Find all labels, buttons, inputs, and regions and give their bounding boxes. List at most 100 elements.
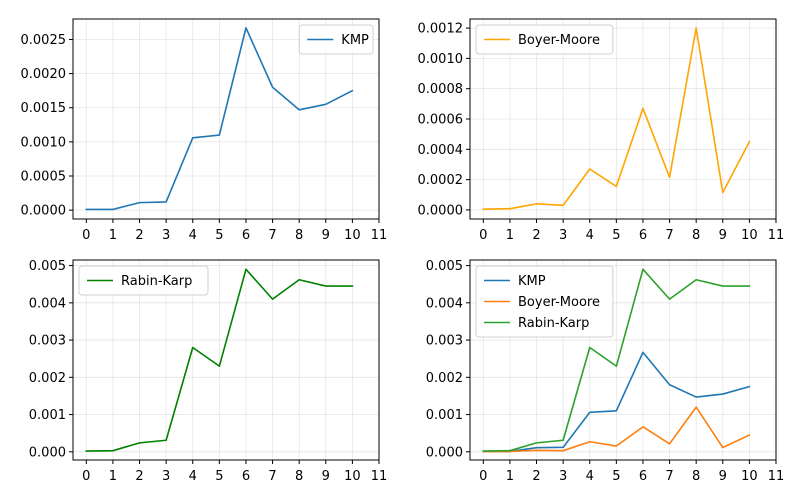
x-tick-label: 5 bbox=[215, 469, 223, 484]
rabin-karp-chart: 0 1 2 3 4 5 6 7 8 9 10 11 0.000 0.001 0.002 0.003 0.004 0… bbox=[29, 259, 387, 484]
x-tick-label: 3 bbox=[162, 469, 170, 484]
x-tick-label: 2 bbox=[532, 469, 540, 484]
x-tick-label: 9 bbox=[719, 228, 727, 243]
x-tick-label: 10 bbox=[344, 469, 361, 484]
x-tick-label: 6 bbox=[639, 469, 647, 484]
y-tick-label: 0.004 bbox=[426, 296, 463, 311]
x-tick-label: 1 bbox=[109, 469, 117, 484]
x-tick-label: 9 bbox=[719, 469, 727, 484]
series-line-boyer-moore bbox=[482, 27, 751, 210]
x-tick-label: 9 bbox=[322, 469, 330, 484]
legend: Rabin-Karp bbox=[78, 265, 209, 296]
x-tick-label: 3 bbox=[162, 228, 170, 243]
x-tick-label: 0 bbox=[479, 228, 487, 243]
x-tick-label: 3 bbox=[559, 228, 567, 243]
y-tick-label: 0.004 bbox=[29, 296, 66, 311]
legend-entry: Rabin-Karp bbox=[518, 316, 589, 331]
axes-frame bbox=[469, 259, 777, 461]
y-tick-label: 0.001 bbox=[426, 408, 463, 423]
x-tick-label: 7 bbox=[268, 469, 276, 484]
axes-frame bbox=[72, 18, 380, 220]
y-tick-label: 0.002 bbox=[29, 371, 66, 386]
y-tick-label: 0.0008 bbox=[418, 82, 464, 97]
x-tick-label: 10 bbox=[741, 228, 758, 243]
x-tick-label: 1 bbox=[506, 469, 514, 484]
x-tick-label: 7 bbox=[665, 469, 673, 484]
x-tick-label: 10 bbox=[344, 228, 361, 243]
x-tick-label: 3 bbox=[559, 469, 567, 484]
x-tick-label: 1 bbox=[109, 228, 117, 243]
series-line-rabin-karp bbox=[482, 268, 751, 452]
legend-frame bbox=[298, 24, 374, 55]
x-tick-label: 9 bbox=[322, 228, 330, 243]
x-tick-label: 5 bbox=[215, 228, 223, 243]
axes-frame bbox=[72, 259, 380, 461]
x-tick-label: 7 bbox=[268, 228, 276, 243]
series-line-rabin-karp bbox=[85, 268, 354, 452]
x-tick-label: 4 bbox=[586, 228, 594, 243]
x-tick-label: 7 bbox=[665, 228, 673, 243]
x-tick-label: 2 bbox=[135, 469, 143, 484]
x-tick-label: 10 bbox=[741, 469, 758, 484]
x-tick-label: 11 bbox=[768, 228, 785, 243]
y-tick-label: 0.0000 bbox=[21, 204, 67, 219]
legend-frame bbox=[78, 265, 209, 296]
x-tick-label: 6 bbox=[242, 228, 250, 243]
y-tick-label: 0.0005 bbox=[21, 169, 67, 184]
x-tick-label: 11 bbox=[371, 228, 388, 243]
y-tick-label: 0.003 bbox=[426, 334, 463, 349]
x-tick-label: 8 bbox=[295, 469, 303, 484]
x-tick-label: 4 bbox=[189, 228, 197, 243]
y-tick-label: 0.0010 bbox=[21, 135, 67, 150]
y-tick-label: 0.005 bbox=[29, 259, 66, 274]
y-tick-label: 0.0006 bbox=[418, 113, 464, 128]
legend-entry: KMP bbox=[341, 33, 369, 48]
legend-entry: KMP bbox=[518, 274, 546, 289]
x-tick-label: 0 bbox=[479, 469, 487, 484]
legend-frame bbox=[475, 265, 614, 338]
y-tick-label: 0.003 bbox=[29, 334, 66, 349]
legend-entry: Boyer-Moore bbox=[518, 33, 600, 48]
series-line-boyer-moore bbox=[482, 406, 751, 453]
x-tick-label: 8 bbox=[692, 469, 700, 484]
legend-entry: Rabin-Karp bbox=[121, 274, 192, 289]
boyer-moore-chart: 0 1 2 3 4 5 6 7 8 9 10 11 0.0000 0.0002 0.0004 0.0006 0.… bbox=[418, 18, 785, 243]
x-tick-label: 2 bbox=[135, 228, 143, 243]
combined-chart: 0 1 2 3 4 5 6 7 8 9 10 11 0.000 0.001 0.002 0.003 0.004 0… bbox=[426, 259, 784, 484]
x-tick-label: 4 bbox=[189, 469, 197, 484]
legend: Boyer-Moore bbox=[475, 24, 614, 55]
y-tick-label: 0.0002 bbox=[418, 173, 464, 188]
y-tick-label: 0.002 bbox=[426, 371, 463, 386]
y-tick-label: 0.005 bbox=[426, 259, 463, 274]
y-tick-label: 0.0004 bbox=[418, 143, 464, 158]
y-tick-label: 0.001 bbox=[29, 408, 66, 423]
x-tick-label: 8 bbox=[295, 228, 303, 243]
y-tick-label: 0.0010 bbox=[418, 52, 464, 67]
series-line-kmp bbox=[482, 351, 751, 453]
x-tick-label: 1 bbox=[506, 228, 514, 243]
y-tick-label: 0.000 bbox=[426, 445, 463, 460]
kmp-chart: 0 1 2 3 4 5 6 7 8 9 10 11 0.0000 0.0005 0.0010 0.0015 0.… bbox=[21, 18, 388, 243]
x-tick-label: 11 bbox=[768, 469, 785, 484]
y-tick-label: 0.0012 bbox=[418, 22, 464, 37]
x-tick-label: 5 bbox=[612, 228, 620, 243]
series-line-kmp bbox=[85, 27, 354, 211]
x-tick-label: 5 bbox=[612, 469, 620, 484]
x-tick-label: 0 bbox=[82, 228, 90, 243]
x-tick-label: 0 bbox=[82, 469, 90, 484]
legend: KMP bbox=[298, 24, 374, 55]
legend-frame bbox=[475, 24, 614, 55]
x-tick-label: 8 bbox=[692, 228, 700, 243]
y-tick-label: 0.0025 bbox=[21, 33, 67, 48]
x-tick-label: 6 bbox=[639, 228, 647, 243]
x-tick-label: 2 bbox=[532, 228, 540, 243]
x-tick-label: 6 bbox=[242, 469, 250, 484]
x-tick-label: 4 bbox=[586, 469, 594, 484]
legend: KMP Boyer-Moore Rabin-Karp bbox=[475, 265, 614, 338]
y-tick-label: 0.0015 bbox=[21, 101, 67, 116]
legend-entry: Boyer-Moore bbox=[518, 295, 600, 310]
y-tick-label: 0.000 bbox=[29, 445, 66, 460]
y-tick-label: 0.0000 bbox=[418, 203, 464, 218]
x-tick-label: 11 bbox=[371, 469, 388, 484]
